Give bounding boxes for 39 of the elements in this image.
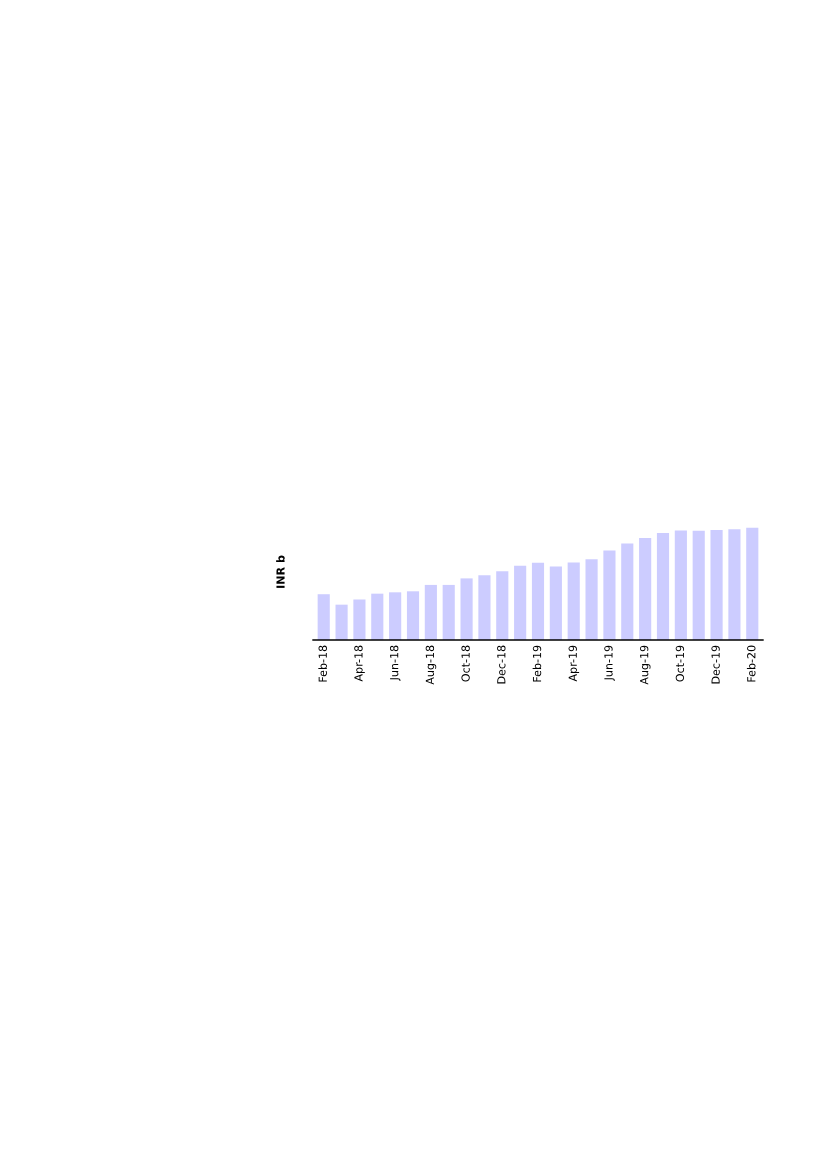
bar [692,530,705,640]
bar [442,584,455,640]
bar [478,575,491,640]
bar [353,599,366,640]
bar [514,565,527,640]
bar [460,578,473,640]
x-tick-label: Jun-19 [604,645,615,681]
x-tick-label: Jun-18 [389,645,401,681]
bar [621,543,634,640]
x-tick-label: Aug-18 [425,645,437,685]
x-tick-label: Aug-19 [639,645,651,685]
bar [424,584,437,640]
bar [389,592,402,640]
x-tick-label: Apr-19 [568,645,580,682]
bar [406,591,420,640]
bar [674,530,687,640]
x-tick-label: Oct-19 [675,645,685,682]
bar [603,550,616,640]
x-tick-label: Feb-18 [318,645,327,682]
bar [639,537,652,640]
bar [728,529,741,640]
x-tick-label: Dec-18 [497,645,506,684]
bar [371,593,384,640]
bar [317,594,330,640]
bar [710,530,723,640]
bar [335,604,348,640]
bar [656,532,670,640]
x-tick-label: Oct-18 [461,645,470,682]
bar [549,566,562,640]
bar [585,559,598,640]
x-tick-label: Feb-20 [746,645,756,682]
y-axis-title: INR b [276,555,285,588]
bar [531,562,545,640]
x-tick-label: Feb-19 [532,645,542,682]
x-tick-label: Dec-19 [711,645,720,684]
bar [567,562,580,640]
x-tick-label: Apr-18 [354,645,365,682]
bar [496,571,509,640]
bar [746,527,759,640]
